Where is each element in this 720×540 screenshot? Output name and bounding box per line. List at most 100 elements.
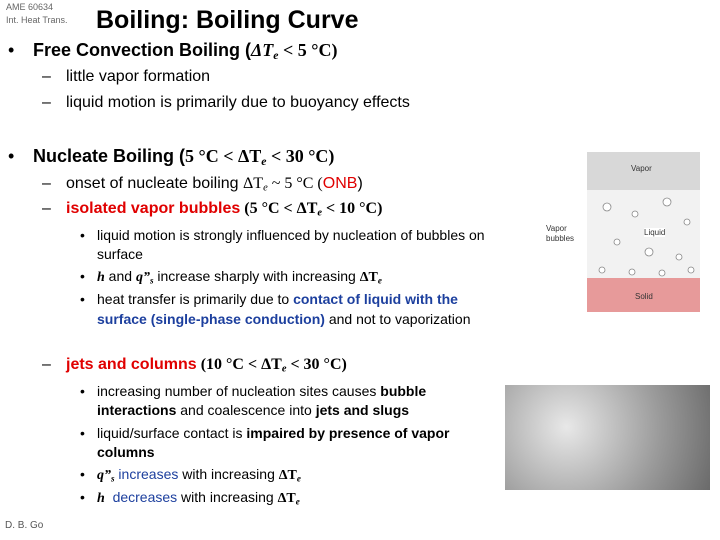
text-run: onset of nucleate boiling [66, 175, 244, 192]
text-run: liquid motion is strongly influenced by … [97, 227, 485, 243]
text-run: q” [135, 270, 150, 285]
bullet-text: q”s increases with increasing ΔTe [97, 466, 301, 484]
text-run: < 30 °C) [266, 146, 335, 166]
text-run: and coalescence into [176, 402, 316, 418]
text-run: decreases [104, 489, 178, 505]
text-run: s [111, 473, 115, 484]
text-run: contact of liquid with the [293, 291, 458, 307]
text-run: ) [357, 175, 363, 192]
text-run: (10 °C < ΔT [196, 356, 282, 373]
text-run: with increasing [178, 466, 279, 482]
text-run: little vapor formation [66, 68, 211, 85]
bullet-text: surface [97, 246, 143, 262]
bullet-text: little vapor formation [66, 68, 210, 86]
text-run: h [97, 491, 105, 506]
text-run: s [149, 275, 154, 286]
text-run: surface [97, 246, 143, 262]
boiling-figure: Vapor Liquid Solid [587, 152, 700, 312]
bullet-text: Nucleate Boiling (5 °C < ΔTe < 30 °C) [33, 146, 334, 168]
text-run: < 5 °C) [278, 40, 338, 60]
text-run: ΔT [278, 468, 297, 483]
bullet-text: h and q”s increase sharply with increasi… [97, 268, 382, 286]
course: AME 60634 [6, 2, 54, 12]
text-run: < 30 °C) [286, 356, 347, 373]
text-run: and not to vaporization [324, 311, 471, 327]
bubbles-label-1: Vapor [546, 224, 567, 233]
bullet-text: liquid motion is strongly influenced by … [97, 227, 485, 243]
bullet-marker: – [42, 356, 51, 373]
bullet-text: jets and columns (10 °C < ΔTe < 30 °C) [66, 356, 347, 375]
bullet-marker: – [42, 200, 51, 217]
text-run: interactions [97, 402, 177, 418]
bullet-text: liquid motion is primarily due to buoyan… [66, 94, 410, 112]
text-run: surface (single-phase conduction) [97, 311, 325, 327]
bullet-text: liquid/surface contact is impaired by pr… [97, 425, 449, 441]
text-run: jets and columns [66, 356, 197, 373]
text-run: ΔT [243, 175, 264, 192]
text-run: liquid motion is primarily due to buoyan… [66, 94, 410, 111]
text-run: e [281, 363, 287, 375]
bullet-marker: – [42, 94, 51, 111]
text-run: increasing number of nucleation sites ca… [97, 383, 381, 399]
bullet-text: h decreases with increasing ΔTe [97, 489, 300, 507]
text-run: with increasing [177, 489, 278, 505]
jets-photo [505, 385, 710, 490]
text-run: Nucleate Boiling ( [33, 146, 186, 166]
bullet-marker: – [42, 175, 51, 192]
vapor-label: Vapor [631, 164, 652, 173]
text-run: e [263, 182, 268, 194]
liquid-label: Liquid [644, 228, 666, 237]
text-run: ~ 5 °C ( [267, 175, 323, 192]
bullet-marker: • [80, 227, 85, 243]
text-run: increases [114, 466, 179, 482]
text-run: e [261, 154, 267, 168]
text-run: and [104, 268, 136, 284]
bubbles-label-2: bubbles [546, 234, 575, 243]
text-run: liquid/surface contact is [97, 425, 247, 441]
footer: D. B. Go [5, 520, 44, 531]
text-run: e [296, 473, 301, 484]
text-run: e [377, 275, 382, 286]
bullet-text: isolated vapor bubbles (5 °C < ΔTe < 10 … [66, 200, 382, 219]
text-run: < 10 °C) [322, 200, 383, 217]
bullet-marker: – [42, 68, 51, 85]
bullet-marker: • [80, 291, 85, 307]
text-run: ΔT [277, 491, 296, 506]
text-run: ONB [322, 175, 358, 192]
text-run: columns [97, 444, 155, 460]
text-run: impaired by presence of vapor [246, 425, 450, 441]
bullet-marker: • [80, 383, 85, 399]
text-run: 5 °C < ΔT [185, 146, 262, 166]
text-run: e [317, 207, 322, 219]
solid-label: Solid [635, 292, 653, 301]
text-run: increase sharply with increasing [153, 268, 360, 284]
text-run: heat transfer is primarily due to [97, 291, 294, 307]
text-run: q” [97, 468, 111, 483]
bullet-text: interactions and coalescence into jets a… [97, 402, 409, 418]
bullet-text: heat transfer is primarily due to contac… [97, 291, 458, 307]
text-run: e [295, 496, 300, 507]
text-run: ΔT [251, 40, 274, 60]
title: Boiling: Boiling Curve [96, 6, 359, 34]
bullet-text: onset of nucleate boiling ΔTe ~ 5 °C (ON… [66, 175, 363, 194]
text-run: Free Convection Boiling ( [33, 40, 252, 60]
text-run: h [97, 270, 105, 285]
bullet-marker: • [80, 425, 85, 441]
bullet-marker: • [80, 489, 85, 505]
text-run: (5 °C < ΔT [240, 200, 318, 217]
bullet-text: Free Convection Boiling (ΔTe < 5 °C) [33, 40, 337, 62]
bullet-marker: • [8, 40, 15, 60]
bubbles [598, 197, 695, 277]
text-run: isolated vapor bubbles [66, 200, 241, 217]
bullet-marker: • [80, 466, 85, 482]
bullet-marker: • [8, 146, 15, 166]
course-subtitle: Int. Heat Trans. [6, 15, 68, 25]
bullet-text: surface (single-phase conduction) and no… [97, 311, 470, 327]
text-run: ΔT [359, 270, 378, 285]
text-run: jets and slugs [315, 402, 410, 418]
text-run: e [273, 48, 279, 62]
bullet-text: columns [97, 444, 155, 460]
bullet-marker: • [80, 268, 85, 284]
text-run: bubble [380, 383, 427, 399]
